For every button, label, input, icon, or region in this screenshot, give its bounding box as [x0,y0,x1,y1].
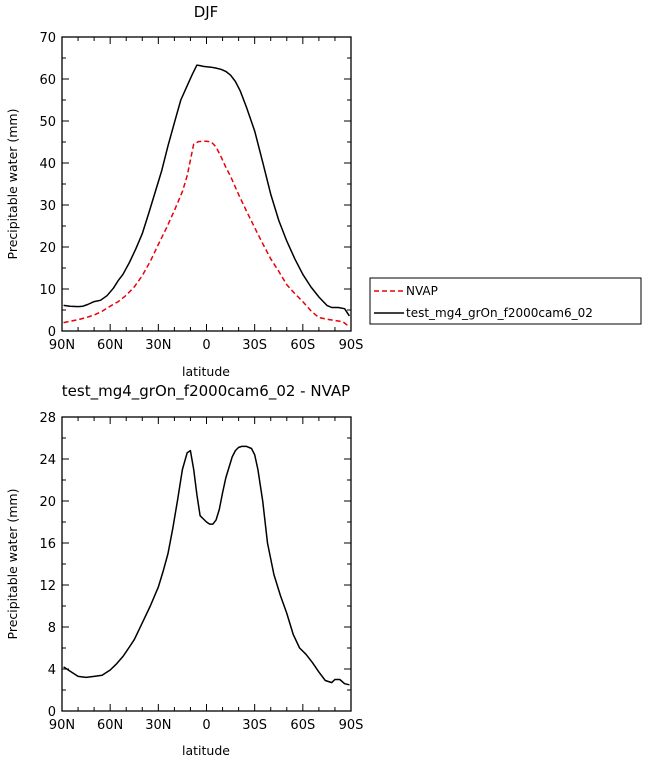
x-tick-label: 90S [339,718,364,733]
x-tick-label: 60N [97,338,123,353]
y-tick-label: 20 [39,495,56,510]
tick-labels: 90N 60N 30N 0 30S 60S 90S 0 4 8 12 16 20 24 28 [39,411,363,733]
y-tick-label: 16 [39,537,56,552]
x-tick-label: 30S [242,338,267,353]
y-tick-label: 24 [39,453,56,468]
x-tick-label: 90N [49,718,75,733]
tick-labels: 90N 60N 30N 0 30S 60S 90S 0 10 20 30 40 50 60 70 [39,31,363,353]
y-tick-label: 12 [39,579,56,594]
series-line-test-mg4-gron-f2000cam6-02 [63,64,351,317]
x-tick-label: 30N [145,338,171,353]
legend: NVAP test_mg4_grOn_f2000cam6_02 [369,277,642,325]
x-tick-label: 0 [202,338,210,353]
chart-title: test_mg4_grOn_f2000cam6_02 - NVAP [62,382,350,401]
y-tick-label: 28 [39,411,56,426]
x-tick-label: 0 [202,718,210,733]
axis-ticks [61,36,352,332]
y-tick-label: 8 [48,621,56,636]
series-layer [63,445,350,686]
y-tick-label: 40 [39,157,56,172]
x-tick-label: 60S [290,718,315,733]
y-tick-label: 0 [48,325,56,340]
y-tick-label: 70 [39,31,56,46]
chart-title: DJF [194,3,219,21]
x-tick-label: 90S [339,338,364,353]
x-tick-label: 60N [97,718,123,733]
series-layer [63,64,351,328]
y-tick-label: 4 [48,663,56,678]
y-tick-label: 10 [39,283,56,298]
y-axis-label: Precipitable water (mm) [5,109,20,260]
axis-ticks [61,416,352,712]
series-line-0 [63,445,350,686]
plot-frame [61,36,352,332]
x-axis-label: latitude [182,364,230,379]
chart-difference: test_mg4_grOn_f2000cam6_02 - NVAP 90N 60N… [5,382,363,758]
y-tick-label: 50 [39,115,56,130]
legend-label-nvap: NVAP [406,284,438,298]
plot-frame [61,416,352,712]
x-tick-label: 60S [290,338,315,353]
chart-djf: DJF 90N 60N 30N 0 30S 60S 90S 0 10 20 30 40 50 60 70 l… [5,3,363,379]
legend-label-model: test_mg4_grOn_f2000cam6_02 [406,306,593,320]
x-axis-label: latitude [182,743,230,758]
x-tick-label: 90N [49,338,75,353]
y-tick-label: 20 [39,241,56,256]
series-line-nvap [63,140,350,328]
legend-box [369,277,642,325]
y-tick-label: 60 [39,73,56,88]
y-axis-label: Precipitable water (mm) [5,489,20,640]
x-tick-label: 30N [145,718,171,733]
y-tick-label: 30 [39,199,56,214]
x-tick-label: 30S [242,718,267,733]
y-tick-label: 0 [48,705,56,720]
